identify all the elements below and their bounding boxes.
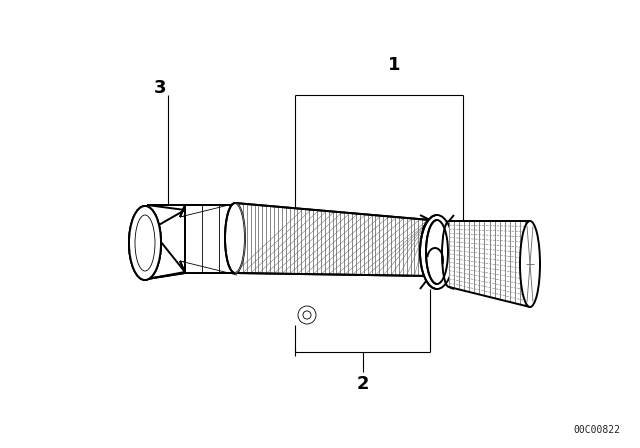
- Ellipse shape: [420, 215, 454, 289]
- Text: 2: 2: [356, 375, 369, 393]
- Ellipse shape: [520, 221, 540, 307]
- Ellipse shape: [225, 203, 245, 273]
- Ellipse shape: [129, 206, 161, 280]
- Polygon shape: [449, 221, 530, 307]
- Polygon shape: [129, 209, 230, 272]
- Ellipse shape: [129, 206, 161, 280]
- Text: 00C00822: 00C00822: [573, 425, 620, 435]
- Text: 1: 1: [388, 56, 400, 74]
- Polygon shape: [235, 203, 430, 276]
- Ellipse shape: [303, 311, 311, 319]
- Ellipse shape: [426, 220, 448, 284]
- Polygon shape: [185, 205, 235, 273]
- Ellipse shape: [129, 206, 161, 280]
- Polygon shape: [185, 205, 235, 273]
- Text: 3: 3: [154, 79, 166, 97]
- Ellipse shape: [298, 306, 316, 324]
- Ellipse shape: [421, 220, 439, 276]
- Ellipse shape: [135, 215, 155, 271]
